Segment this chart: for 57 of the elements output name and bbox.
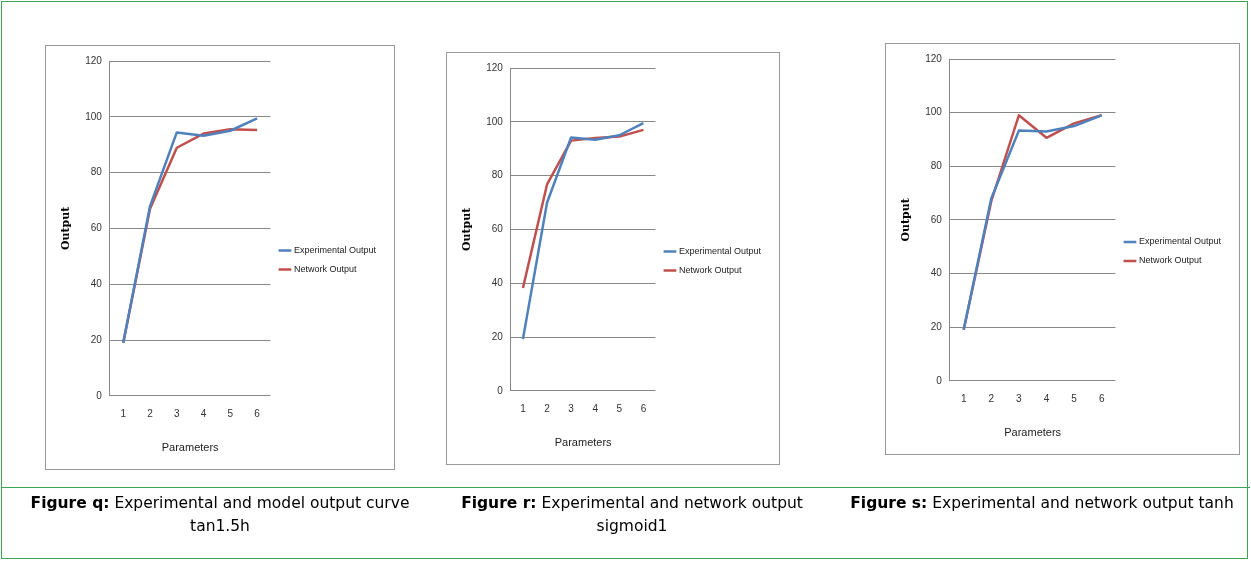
x-tick-label: 2 bbox=[147, 407, 154, 419]
legend-label: Network Output bbox=[293, 263, 357, 274]
y-tick-label: 40 bbox=[491, 276, 504, 288]
x-tick-label: 6 bbox=[1098, 392, 1105, 404]
text: Figure r: bbox=[461, 494, 537, 512]
x-axis-title: Parameters bbox=[161, 441, 220, 454]
y-tick-label: 80 bbox=[491, 169, 504, 181]
x-tick-label: 4 bbox=[1043, 392, 1050, 404]
x-tick-label: 3 bbox=[174, 407, 181, 419]
x-tick-label: 4 bbox=[592, 402, 599, 414]
y-tick-label: 0 bbox=[96, 389, 103, 401]
legend-label: Network Output bbox=[1138, 255, 1202, 266]
y-tick-label: 80 bbox=[930, 160, 943, 172]
y-tick-label: 60 bbox=[90, 222, 103, 234]
legend-label: Network Output bbox=[678, 264, 742, 275]
y-tick-label: 40 bbox=[930, 267, 943, 279]
text: Experimental and network output sigmoid1 bbox=[541, 494, 803, 535]
x-tick-label: 6 bbox=[254, 407, 261, 419]
y-tick-label: 20 bbox=[491, 330, 504, 342]
legend-label: Experimental Output bbox=[678, 245, 762, 256]
x-tick-label: 5 bbox=[1071, 392, 1078, 404]
y-tick-label: 0 bbox=[936, 374, 943, 386]
x-tick-label: 5 bbox=[616, 402, 623, 414]
x-tick-label: 4 bbox=[200, 407, 207, 419]
x-axis-title: Parameters bbox=[554, 436, 613, 449]
x-tick-label: 2 bbox=[988, 392, 995, 404]
text: Experimental and model output curve tan1.5h bbox=[114, 494, 410, 535]
y-axis-title: Output bbox=[59, 205, 73, 251]
x-tick-label: 3 bbox=[568, 402, 575, 414]
y-tick-label: 60 bbox=[491, 223, 504, 235]
x-tick-label: 3 bbox=[1016, 392, 1023, 404]
y-tick-label: 100 bbox=[85, 110, 103, 122]
y-axis-title: Output bbox=[899, 197, 913, 242]
y-tick-label: 120 bbox=[85, 54, 103, 66]
legend-label: Experimental Output bbox=[293, 244, 377, 255]
y-tick-label: 0 bbox=[497, 384, 504, 396]
y-tick-label: 80 bbox=[90, 166, 103, 178]
text: Figure s: bbox=[850, 494, 928, 512]
y-tick-label: 120 bbox=[486, 61, 504, 73]
x-tick-label: 2 bbox=[544, 402, 551, 414]
y-tick-label: 20 bbox=[930, 320, 943, 332]
x-axis-title: Parameters bbox=[1004, 426, 1062, 439]
legend-label: Experimental Output bbox=[1138, 236, 1222, 247]
text: Experimental and network output tanh bbox=[932, 494, 1234, 512]
text: Figure q: bbox=[30, 494, 110, 512]
x-tick-label: 1 bbox=[960, 392, 967, 404]
y-tick-label: 20 bbox=[90, 333, 103, 345]
x-tick-label: 1 bbox=[120, 407, 127, 419]
y-tick-label: 100 bbox=[925, 106, 943, 118]
y-tick-label: 40 bbox=[90, 277, 103, 289]
y-tick-label: 120 bbox=[925, 52, 943, 64]
x-tick-label: 6 bbox=[640, 402, 647, 414]
x-tick-label: 1 bbox=[520, 402, 527, 414]
y-tick-label: 100 bbox=[486, 115, 504, 127]
x-tick-label: 5 bbox=[227, 407, 234, 419]
y-tick-label: 60 bbox=[930, 213, 943, 225]
y-axis-title: Output bbox=[460, 206, 474, 252]
